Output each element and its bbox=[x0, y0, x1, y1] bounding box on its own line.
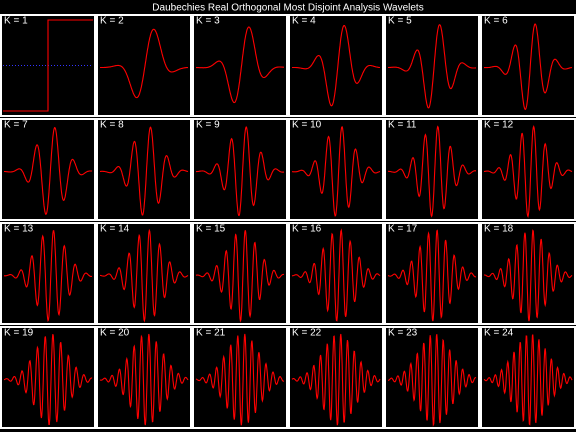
panel-label: K = 20 bbox=[100, 328, 130, 339]
panel bbox=[288, 14, 384, 117]
panel bbox=[0, 222, 96, 325]
panel-label: K = 4 bbox=[292, 16, 316, 27]
wavelet-curve bbox=[196, 125, 284, 217]
panel-label: K = 1 bbox=[4, 16, 28, 27]
panel-label: K = 16 bbox=[292, 224, 322, 235]
wavelet-curve bbox=[100, 228, 189, 323]
panel bbox=[192, 118, 288, 221]
figure-title: Daubechies Real Orthogonal Most Disjoint… bbox=[152, 3, 423, 14]
wavelet-curve bbox=[4, 126, 93, 216]
panel-label: K = 13 bbox=[4, 224, 34, 235]
panel-label: K = 8 bbox=[100, 120, 124, 131]
panel-label: K = 21 bbox=[196, 328, 226, 339]
wavelet-curve bbox=[100, 28, 189, 99]
wavelet-curve bbox=[484, 229, 573, 322]
panel bbox=[96, 14, 192, 117]
panel-label: K = 3 bbox=[196, 16, 220, 27]
panel-label: K = 6 bbox=[484, 16, 508, 27]
wavelet-curve bbox=[99, 333, 189, 426]
wavelet-curve bbox=[484, 23, 573, 111]
wavelet-curve bbox=[483, 334, 573, 426]
wavelet-curve bbox=[3, 19, 93, 112]
wavelet-curve bbox=[388, 24, 476, 109]
panel-label: K = 23 bbox=[388, 328, 418, 339]
panel-label: K = 7 bbox=[4, 120, 28, 131]
wavelet-curve bbox=[387, 229, 477, 322]
panel-label: K = 10 bbox=[292, 120, 322, 131]
panel-label: K = 9 bbox=[196, 120, 220, 131]
panel-label: K = 5 bbox=[388, 16, 412, 27]
wavelet-curve bbox=[483, 124, 573, 219]
panel-label: K = 22 bbox=[292, 328, 322, 339]
panel-label: K = 2 bbox=[100, 16, 124, 27]
panel bbox=[480, 118, 576, 221]
panel-label: K = 17 bbox=[388, 224, 418, 235]
panel bbox=[96, 222, 192, 325]
wavelet-curve bbox=[195, 230, 285, 323]
wavelet-curve bbox=[291, 333, 381, 426]
wavelet-curve bbox=[291, 126, 381, 217]
wavelet-curve bbox=[292, 25, 380, 107]
wavelet-curve bbox=[4, 230, 92, 323]
wavelet-curve bbox=[100, 126, 189, 216]
panel-label: K = 24 bbox=[484, 328, 514, 339]
wavelet-curve bbox=[388, 125, 476, 218]
panel-label: K = 15 bbox=[196, 224, 226, 235]
panel bbox=[192, 14, 288, 117]
wavelet-curve bbox=[3, 334, 93, 426]
panel-label: K = 12 bbox=[484, 120, 514, 131]
wavelet-curve bbox=[388, 334, 477, 427]
panel bbox=[480, 14, 576, 117]
panel-label: K = 11 bbox=[388, 120, 417, 131]
wavelet-curve bbox=[195, 333, 285, 426]
panel-label: K = 18 bbox=[484, 224, 514, 235]
panel-label: K = 14 bbox=[100, 224, 130, 235]
panel bbox=[288, 118, 384, 221]
wavelet-curve bbox=[291, 228, 381, 322]
wavelet-curve bbox=[196, 26, 284, 104]
panel-label: K = 19 bbox=[4, 328, 34, 339]
panel bbox=[192, 222, 288, 325]
panel bbox=[384, 14, 480, 117]
